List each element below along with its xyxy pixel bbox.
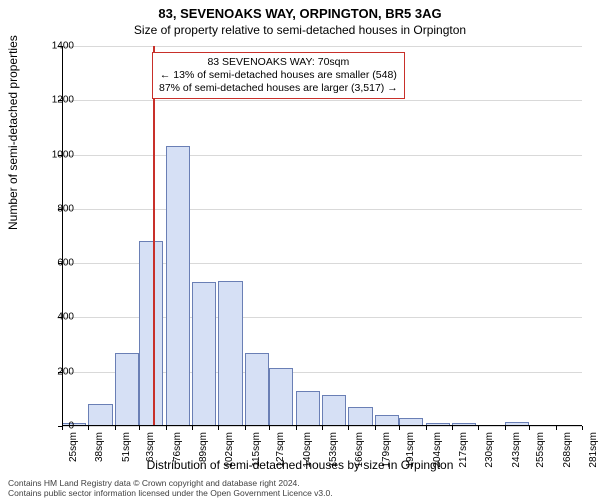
x-tick-label: 38sqm: [94, 432, 105, 472]
x-tick-mark: [556, 426, 557, 430]
histogram-bar: [192, 282, 216, 426]
histogram-bar: [269, 368, 293, 426]
x-tick-mark: [296, 426, 297, 430]
y-tick-label: 1400: [52, 41, 74, 52]
x-tick-mark: [426, 426, 427, 430]
y-tick-label: 1200: [52, 95, 74, 106]
x-tick-label: 102sqm: [224, 432, 235, 472]
x-tick-mark: [139, 426, 140, 430]
chart-title: 83, SEVENOAKS WAY, ORPINGTON, BR5 3AG: [0, 0, 600, 21]
x-tick-label: 281sqm: [588, 432, 599, 472]
x-tick-label: 191sqm: [405, 432, 416, 472]
histogram-bar: [348, 407, 372, 426]
x-tick-mark: [529, 426, 530, 430]
gridline-h: [62, 46, 582, 47]
x-tick-label: 140sqm: [302, 432, 313, 472]
x-tick-label: 63sqm: [145, 432, 156, 472]
histogram-bar: [245, 353, 269, 426]
y-tick-label: 400: [57, 312, 74, 323]
x-axis-label: Distribution of semi-detached houses by …: [0, 458, 600, 472]
x-tick-mark: [88, 426, 89, 430]
footer-line-2: Contains public sector information licen…: [8, 489, 333, 498]
x-tick-mark: [115, 426, 116, 430]
y-tick-label: 800: [57, 203, 74, 214]
annotation-line-2: ← 13% of semi-detached houses are smalle…: [159, 69, 398, 82]
y-axis-label: Number of semi-detached properties: [6, 35, 20, 230]
histogram-bar: [296, 391, 320, 426]
gridline-h: [62, 100, 582, 101]
x-tick-label: 153sqm: [328, 432, 339, 472]
y-tick-label: 200: [57, 366, 74, 377]
x-tick-label: 230sqm: [484, 432, 495, 472]
x-tick-mark: [322, 426, 323, 430]
chart-container: 83, SEVENOAKS WAY, ORPINGTON, BR5 3AG Si…: [0, 0, 600, 500]
histogram-bar: [322, 395, 346, 426]
x-tick-label: 179sqm: [381, 432, 392, 472]
x-tick-label: 204sqm: [432, 432, 443, 472]
x-tick-label: 76sqm: [172, 432, 183, 472]
x-tick-label: 127sqm: [275, 432, 286, 472]
x-tick-mark: [269, 426, 270, 430]
x-tick-label: 255sqm: [535, 432, 546, 472]
x-tick-label: 51sqm: [121, 432, 132, 472]
x-tick-label: 115sqm: [251, 432, 262, 472]
histogram-bar: [218, 281, 242, 426]
x-tick-label: 166sqm: [354, 432, 365, 472]
y-tick-label: 1000: [52, 149, 74, 160]
histogram-bar: [88, 404, 112, 426]
x-tick-mark: [582, 426, 583, 430]
x-tick-mark: [192, 426, 193, 430]
x-tick-label: 217sqm: [458, 432, 469, 472]
x-tick-label: 268sqm: [562, 432, 573, 472]
x-tick-label: 25sqm: [68, 432, 79, 472]
footer-attribution: Contains HM Land Registry data © Crown c…: [8, 479, 333, 498]
x-tick-mark: [399, 426, 400, 430]
y-tick-label: 600: [57, 258, 74, 269]
gridline-h: [62, 155, 582, 156]
plot-area: 83 SEVENOAKS WAY: 70sqm← 13% of semi-det…: [62, 46, 582, 426]
x-tick-mark: [348, 426, 349, 430]
histogram-bar: [139, 241, 163, 426]
gridline-h: [62, 209, 582, 210]
x-tick-mark: [166, 426, 167, 430]
histogram-bar: [115, 353, 139, 426]
x-tick-mark: [478, 426, 479, 430]
x-tick-label: 89sqm: [198, 432, 209, 472]
x-tick-mark: [375, 426, 376, 430]
annotation-line-3: 87% of semi-detached houses are larger (…: [159, 82, 398, 95]
chart-subtitle: Size of property relative to semi-detach…: [0, 21, 600, 37]
x-tick-mark: [245, 426, 246, 430]
histogram-bar: [166, 146, 190, 426]
x-tick-label: 243sqm: [511, 432, 522, 472]
x-tick-mark: [505, 426, 506, 430]
annotation-box: 83 SEVENOAKS WAY: 70sqm← 13% of semi-det…: [152, 52, 405, 99]
y-tick-label: 0: [68, 421, 74, 432]
x-tick-mark: [218, 426, 219, 430]
x-tick-mark: [452, 426, 453, 430]
annotation-line-1: 83 SEVENOAKS WAY: 70sqm: [159, 56, 398, 69]
x-tick-mark: [62, 426, 63, 430]
reference-line: [153, 46, 155, 426]
